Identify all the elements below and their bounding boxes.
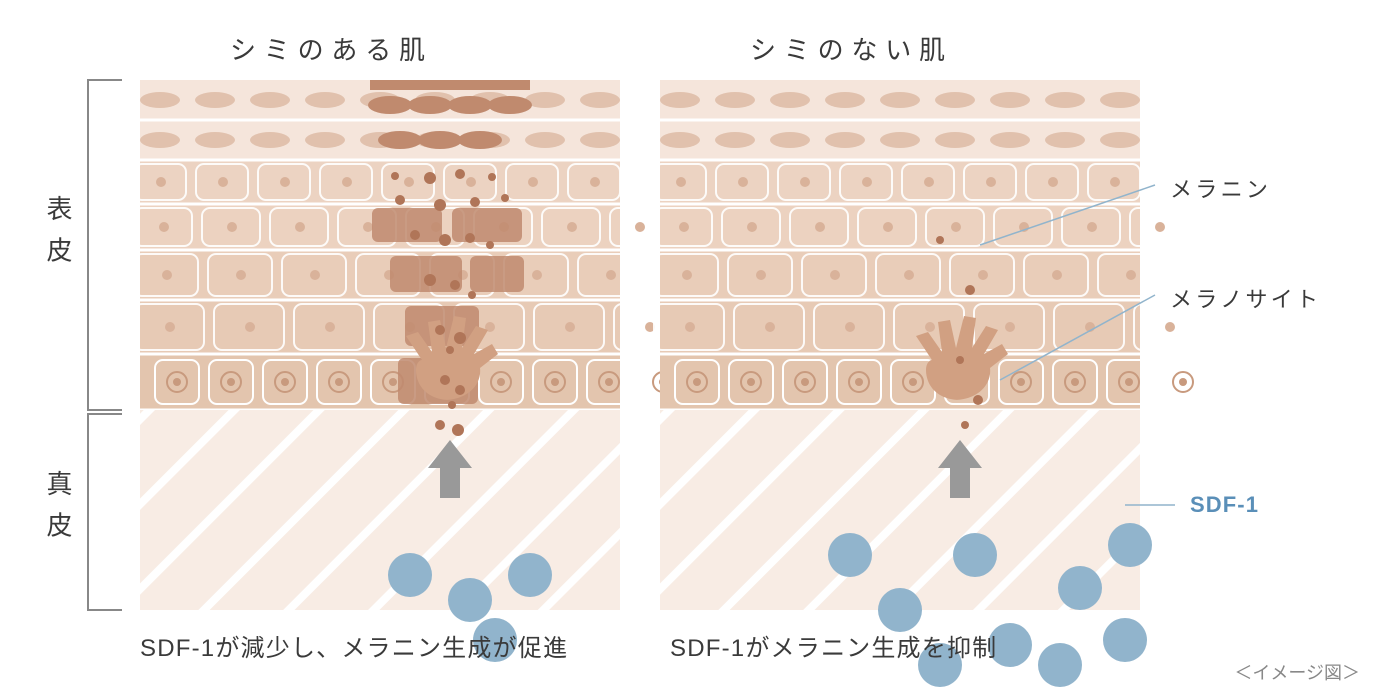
legend-sdf1: SDF-1 [1190, 492, 1259, 518]
caption-left: SDF-1が減少し、メラニン生成が促進 [140, 628, 568, 663]
title-left: シミのある肌 [230, 30, 433, 67]
diagram-svg [0, 0, 1400, 700]
legend-melanin: メラニン [1170, 172, 1271, 204]
ylabel-epidermis: 表皮 [40, 195, 77, 278]
caption-right: SDF-1がメラニン生成を抑制 [670, 628, 997, 663]
legend-melanocyte: メラノサイト [1170, 282, 1321, 314]
title-right: シミのない肌 [750, 30, 953, 67]
footnote: ＜イメージ図＞ [1234, 659, 1360, 685]
ylabel-dermis: 真皮 [40, 470, 77, 553]
